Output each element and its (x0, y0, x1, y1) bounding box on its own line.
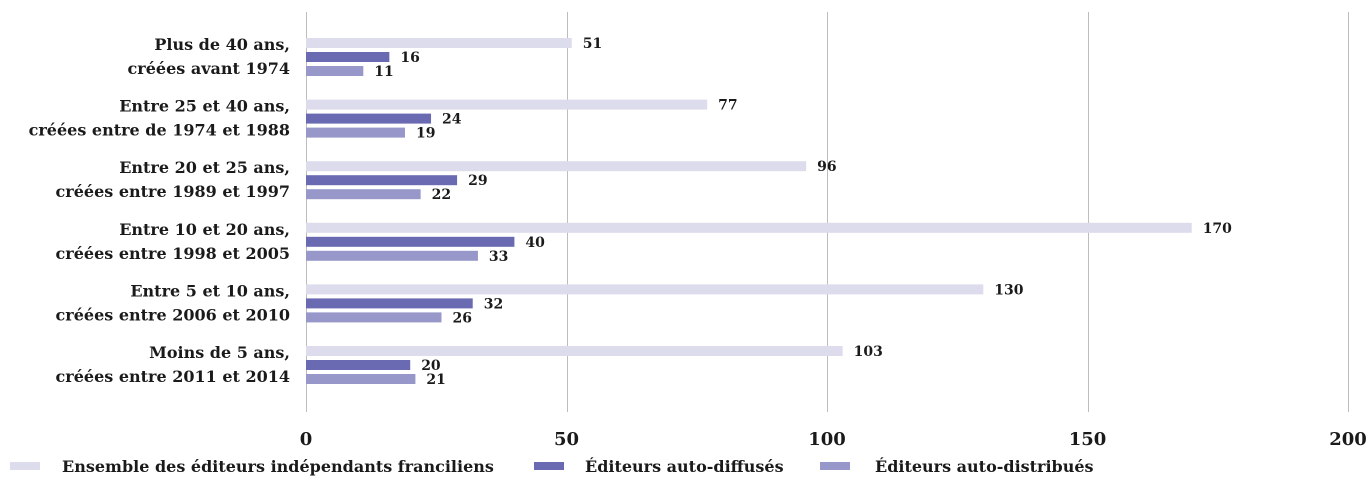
bar-series-2-cat-4 (306, 312, 442, 323)
category-label: Entre 25 et 40 ans, (119, 97, 290, 116)
bar-series-2-cat-3 (306, 250, 478, 261)
x-tick-label-50: 50 (554, 429, 579, 450)
data-label-series-0-cat-3: 170 (1203, 221, 1232, 237)
bar-series-0-cat-4 (306, 284, 984, 295)
legend: Ensemble des éditeurs indépendants franc… (10, 456, 1094, 476)
legend-label-0: Ensemble des éditeurs indépendants franc… (62, 457, 494, 476)
data-label-series-0-cat-4: 130 (994, 282, 1023, 298)
bar-series-0-cat-5 (306, 346, 843, 356)
category-label: Moins de 5 ans, (149, 343, 290, 362)
bar-series-0-cat-1 (306, 99, 708, 110)
data-label-series-2-cat-0: 11 (374, 64, 393, 80)
data-label-series-2-cat-1: 19 (416, 126, 435, 142)
bars (306, 38, 1192, 384)
bar-series-1-cat-5 (306, 360, 411, 370)
bar-series-1-cat-0 (306, 52, 390, 62)
bar-series-0-cat-0 (306, 38, 572, 48)
labels: 0 50 100 150 200 Plus de 40 ans, créées avant … (29, 35, 1367, 450)
category-label: Entre 20 et 25 ans, (119, 158, 290, 177)
data-label-series-1-cat-5: 20 (421, 358, 441, 374)
data-label-series-1-cat-1: 24 (442, 112, 462, 128)
data-label-series-0-cat-0: 51 (583, 36, 602, 52)
bar-series-1-cat-2 (306, 175, 458, 186)
bar-series-0-cat-3 (306, 222, 1192, 233)
gridlines (306, 12, 1349, 412)
category-label: Entre 10 et 20 ans, (119, 220, 290, 239)
data-label-series-1-cat-3: 40 (525, 235, 545, 251)
bar-series-1-cat-3 (306, 236, 515, 247)
bar-series-0-cat-2 (306, 161, 807, 172)
legend-label-1: Éditeurs auto-diffusés (585, 456, 784, 476)
data-label-series-2-cat-5: 21 (426, 372, 445, 388)
data-label-series-1-cat-4: 32 (484, 296, 503, 312)
category-label: Plus de 40 ans, (154, 35, 290, 54)
legend-swatch-0 (10, 462, 40, 470)
data-label-series-0-cat-5: 103 (854, 344, 883, 360)
bar-series-2-cat-1 (306, 127, 405, 138)
x-tick-label-0: 0 (300, 429, 313, 450)
data-label-series-1-cat-2: 29 (468, 173, 487, 189)
bar-series-2-cat-0 (306, 66, 364, 76)
legend-label-2: Éditeurs auto-distribués (875, 456, 1094, 476)
category-label: créées entre 1998 et 2005 (56, 244, 290, 263)
data-label-series-2-cat-2: 22 (432, 187, 451, 203)
category-label: Entre 5 et 10 ans, (130, 281, 290, 300)
bar-series-2-cat-2 (306, 189, 421, 200)
data-label-series-2-cat-4: 26 (452, 310, 471, 326)
bar-series-2-cat-5 (306, 374, 416, 384)
x-tick-label-200: 200 (1329, 429, 1367, 450)
legend-swatch-2 (820, 462, 850, 470)
bar-series-1-cat-1 (306, 113, 432, 124)
legend-swatch-1 (534, 462, 564, 470)
x-tick-label-150: 150 (1069, 429, 1107, 450)
category-label: créées entre 2011 et 2014 (56, 367, 290, 386)
category-label: créées entre de 1974 et 1988 (29, 121, 290, 140)
data-label-series-1-cat-0: 16 (400, 50, 419, 66)
category-label: créées avant 1974 (128, 59, 290, 78)
x-tick-label-100: 100 (808, 429, 846, 450)
data-label-series-2-cat-3: 33 (489, 249, 508, 265)
data-label-series-0-cat-2: 96 (817, 159, 836, 175)
category-label: créées entre 1989 et 1997 (56, 182, 290, 201)
category-label: créées entre 2006 et 2010 (56, 305, 290, 324)
bar-series-1-cat-4 (306, 298, 473, 309)
data-label-series-0-cat-1: 77 (718, 98, 737, 114)
